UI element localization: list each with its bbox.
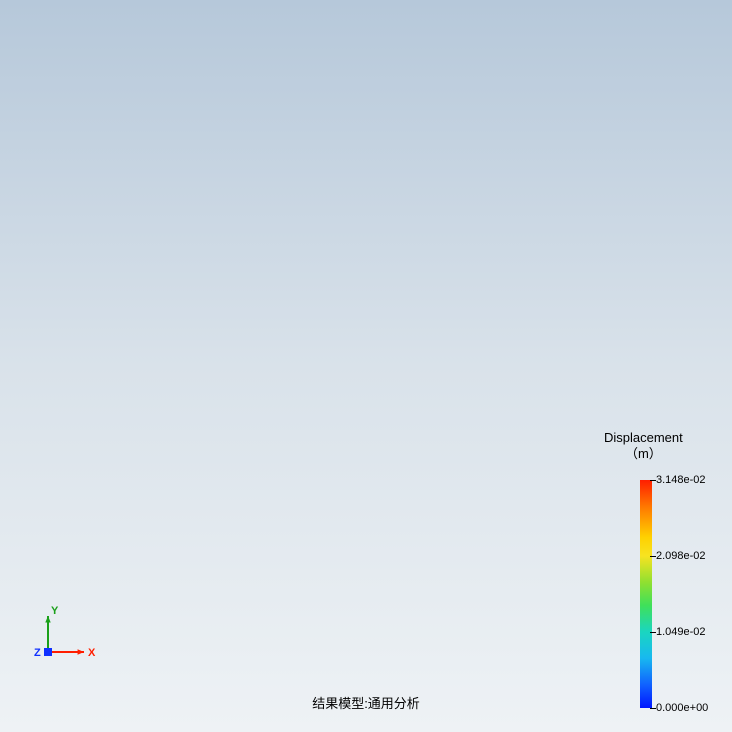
legend-title-line1: Displacement <box>604 430 683 445</box>
legend-title-line2: （m） <box>625 446 662 461</box>
legend-tick: 1.049e-02 <box>656 626 706 638</box>
legend-color-bar <box>640 480 652 708</box>
legend-tick: 0.000e+00 <box>656 702 708 714</box>
model-canvas <box>0 0 732 732</box>
z-axis-label: Z <box>34 647 41 659</box>
result-model-label: 结果模型:通用分析 <box>312 693 420 712</box>
legend-title: Displacement （m） <box>604 430 683 461</box>
coordinate-triad[interactable]: XYZ <box>8 592 88 677</box>
legend-tick: 3.148e-02 <box>656 474 706 486</box>
x-axis-label: X <box>88 647 96 659</box>
y-axis-label: Y <box>51 605 59 617</box>
triad-origin <box>44 648 52 656</box>
fea-viewport[interactable]: 结果模型:通用分析 Displacement （m） 3.148e-02 2.09… <box>0 0 732 732</box>
legend-ticks: 3.148e-022.098e-021.049e-020.000e+00 <box>652 480 732 708</box>
legend-tick: 2.098e-02 <box>656 550 706 562</box>
